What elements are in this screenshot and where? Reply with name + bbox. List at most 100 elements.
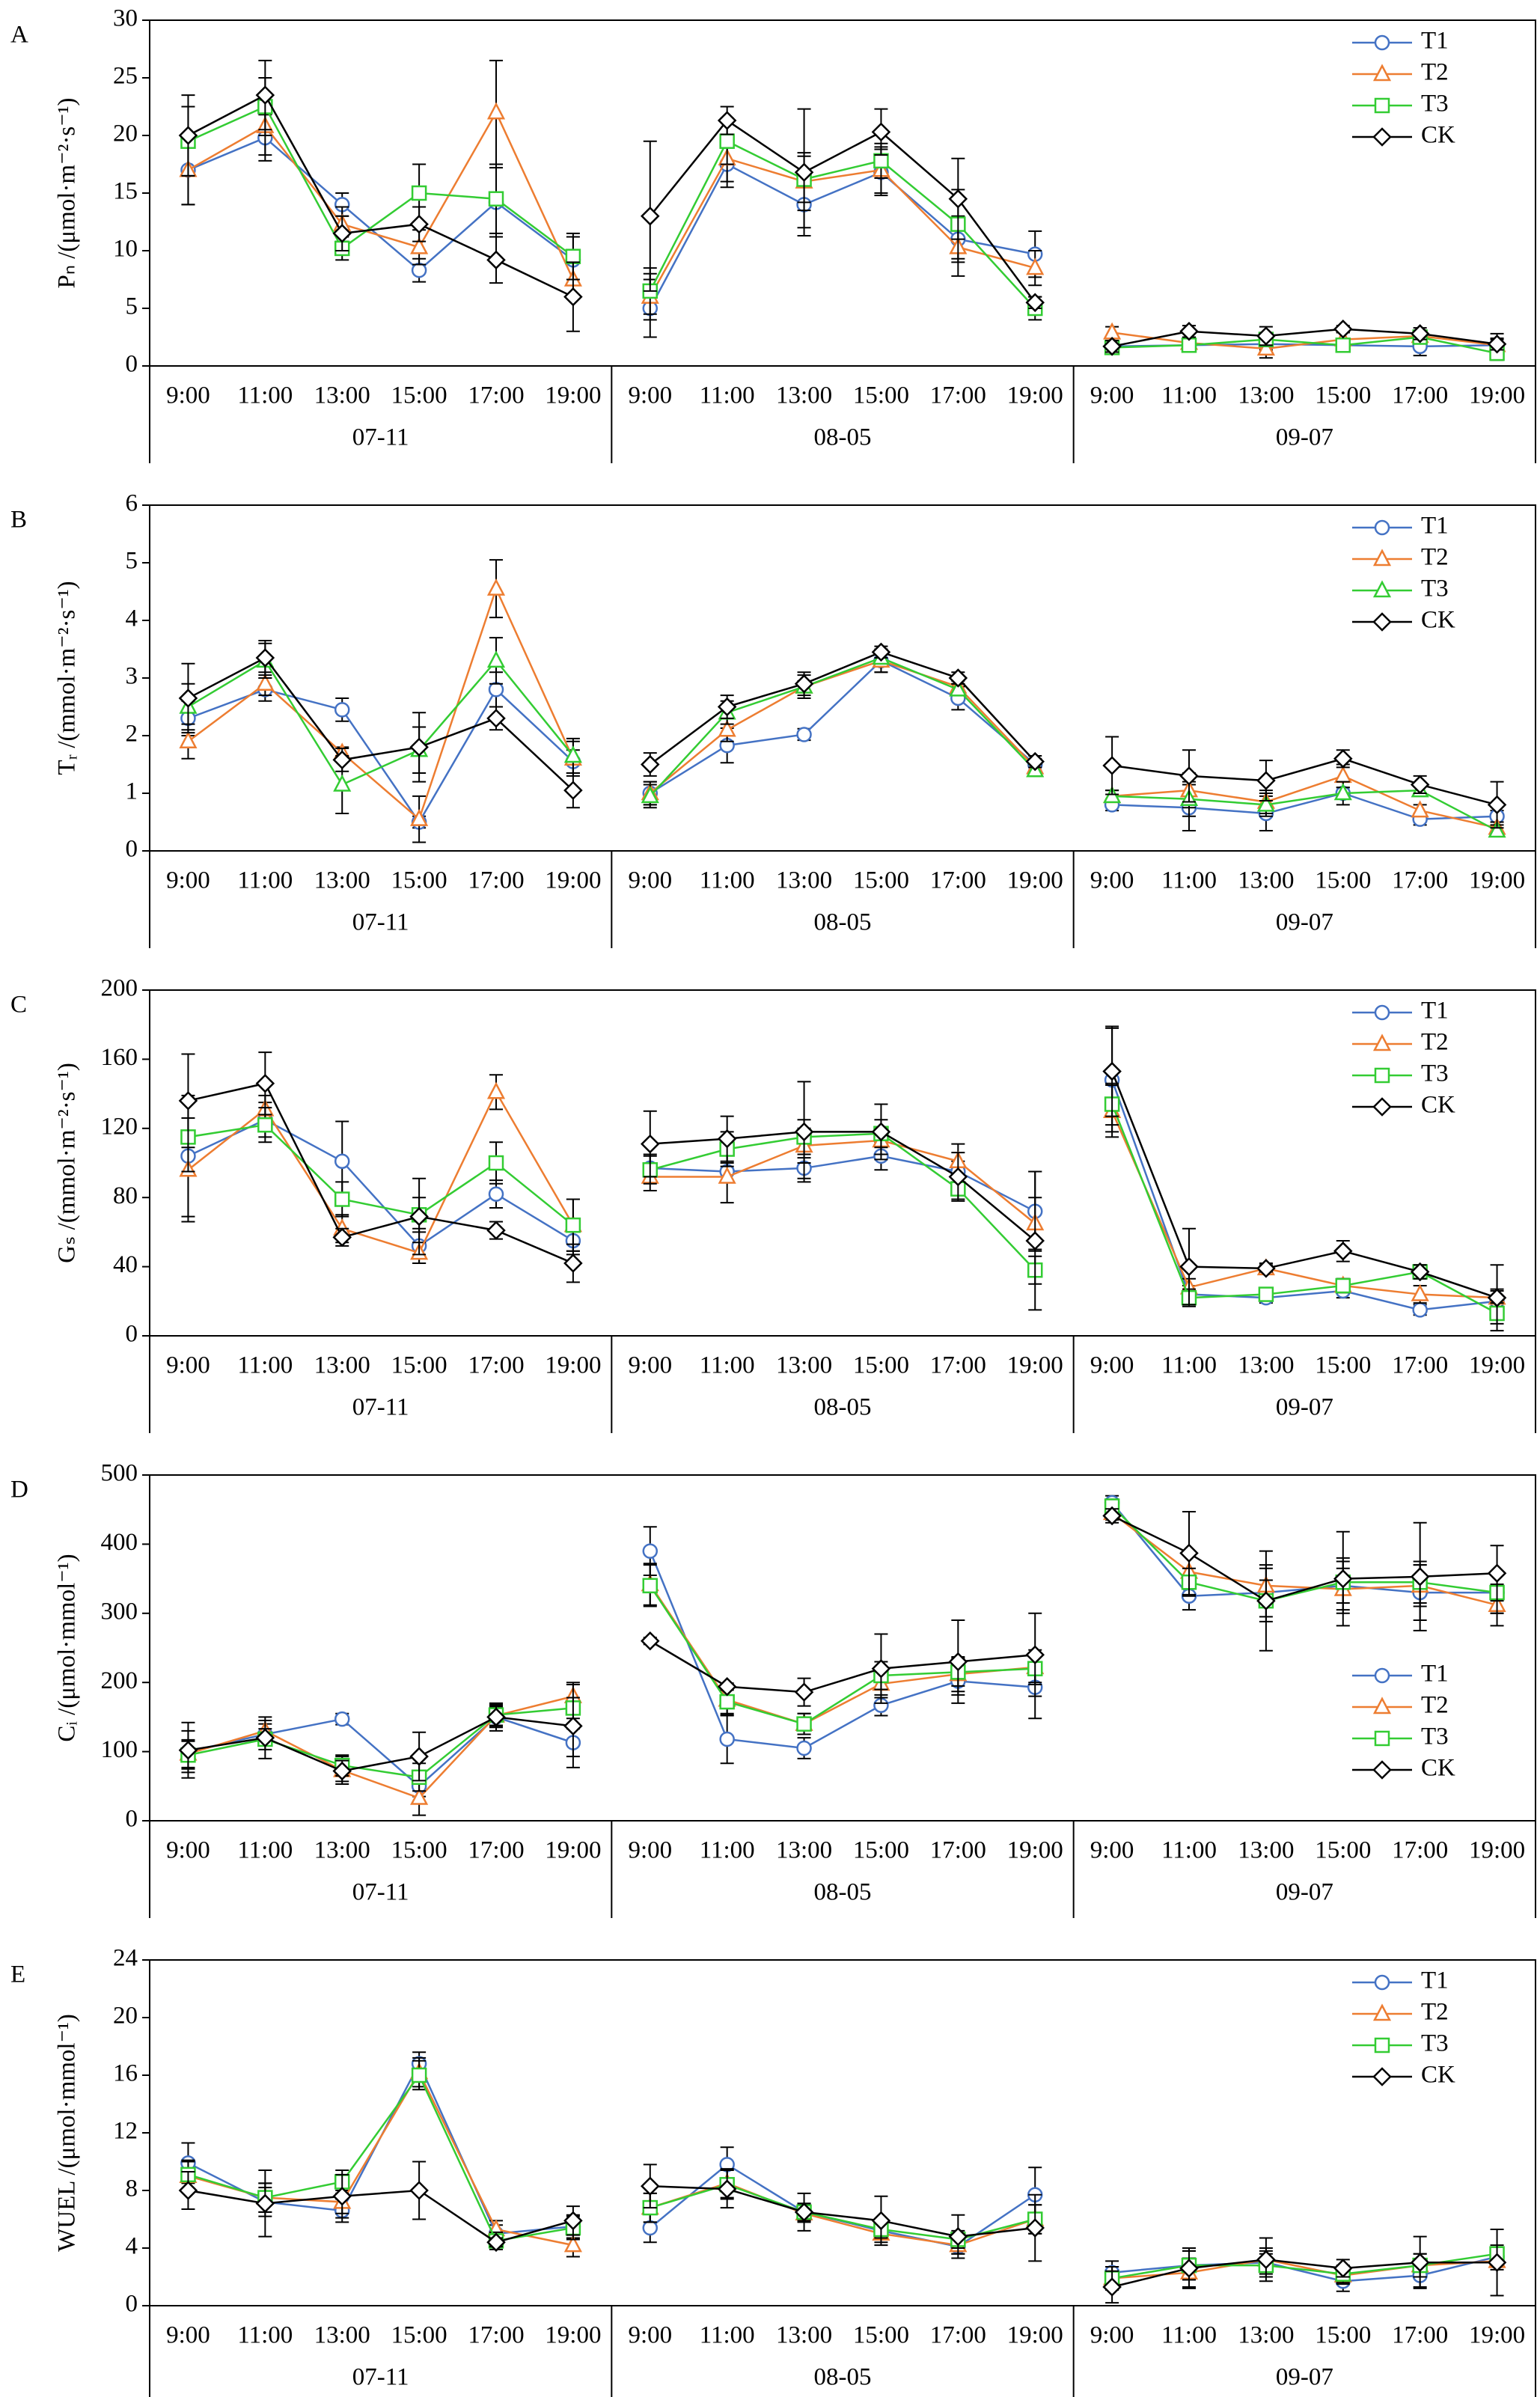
x-tick-label: 13:00 — [776, 382, 832, 409]
x-tick-label: 15:00 — [853, 2322, 909, 2349]
marker — [871, 642, 891, 662]
series — [180, 2059, 1505, 2291]
marker — [871, 1658, 891, 1679]
marker — [948, 2226, 968, 2247]
y-axis-label: Pₙ /(μmol·m⁻²·s⁻¹) — [54, 97, 81, 288]
plot-frame — [149, 504, 1536, 852]
marker — [796, 727, 812, 742]
marker — [948, 189, 968, 209]
x-tick-label: 17:00 — [1392, 867, 1448, 894]
x-tick-label: 11:00 — [237, 2322, 293, 2349]
marker — [563, 1254, 583, 1273]
legend-label: T3 — [1421, 575, 1449, 602]
series-line — [188, 2073, 574, 2242]
x-tick-label: 17:00 — [930, 1352, 986, 1379]
marker — [255, 1728, 275, 1747]
x-tick-label: 13:00 — [776, 2322, 832, 2349]
series-line — [187, 136, 574, 272]
marker — [1102, 756, 1122, 775]
series-line — [649, 157, 1036, 298]
marker — [563, 287, 583, 307]
marker — [255, 85, 275, 105]
legend-marker — [1372, 1697, 1392, 1714]
group-label: 07-11 — [352, 2364, 409, 2391]
x-tick-label: 9:00 — [1090, 1837, 1134, 1864]
marker — [1487, 334, 1507, 354]
group-label: 08-05 — [814, 1394, 872, 1421]
legend-marker — [1374, 2037, 1390, 2054]
series-line — [1111, 1515, 1497, 1602]
series-line — [187, 110, 575, 281]
x-tick-label: 9:00 — [628, 1837, 672, 1864]
series-line — [650, 651, 1036, 766]
marker — [641, 754, 660, 775]
plot-frame — [149, 1474, 1536, 1822]
y-tick-label: 24 — [113, 1945, 138, 1972]
marker — [1410, 324, 1430, 343]
marker — [488, 1155, 504, 1171]
series-line — [188, 1123, 574, 1227]
series-line — [187, 94, 574, 298]
marker — [1410, 2253, 1430, 2273]
x-tick-label: 17:00 — [930, 867, 986, 894]
marker — [642, 1543, 659, 1559]
series-line — [188, 1695, 574, 1799]
x-tick-label: 15:00 — [391, 382, 447, 409]
legend-marker — [1372, 64, 1392, 82]
legend-marker — [1372, 612, 1392, 632]
series-line — [650, 1155, 1036, 1212]
x-tick-label: 9:00 — [628, 1352, 672, 1379]
legend-marker — [1372, 549, 1392, 567]
x-tick-label: 15:00 — [391, 2322, 447, 2349]
y-tick-label: 20 — [113, 120, 138, 147]
legend-marker — [1374, 97, 1390, 114]
legend-label: T2 — [1421, 1029, 1449, 1056]
marker — [178, 2181, 198, 2200]
y-tick-label: 300 — [101, 1598, 138, 1625]
marker — [1025, 293, 1045, 313]
y-tick-label: 500 — [101, 1460, 138, 1487]
legend-label: T2 — [1421, 59, 1449, 86]
x-tick-label: 11:00 — [1161, 1837, 1217, 1864]
x-tick-label: 9:00 — [166, 2322, 210, 2349]
y-tick-label: 4 — [126, 605, 138, 632]
marker — [1256, 771, 1276, 790]
marker — [410, 236, 429, 254]
series-line — [1111, 2259, 1497, 2288]
series-line — [1111, 1502, 1497, 1597]
x-tick-label: 17:00 — [468, 2322, 524, 2349]
marker — [332, 1761, 352, 1781]
legend-marker — [1372, 2067, 1392, 2086]
group-label: 09-07 — [1276, 424, 1333, 451]
legend-label: T3 — [1421, 1723, 1449, 1750]
legend-label: T2 — [1421, 1999, 1449, 2026]
group-label: 07-11 — [352, 1879, 409, 1906]
y-tick-label: 0 — [126, 1806, 138, 1833]
x-tick-label: 9:00 — [628, 2322, 672, 2349]
series-line — [650, 2183, 1036, 2241]
x-tick-label: 15:00 — [391, 1837, 447, 1864]
y-axis-label: Tᵣ /(mmol·m⁻²·s⁻¹) — [54, 581, 81, 775]
legend-label: CK — [1421, 1092, 1455, 1119]
marker — [1333, 1569, 1353, 1589]
marker — [717, 2179, 737, 2199]
marker — [949, 679, 968, 697]
legend-label: CK — [1421, 607, 1455, 634]
x-tick-label: 13:00 — [776, 867, 832, 894]
series-line — [1112, 336, 1497, 355]
marker — [1487, 1288, 1507, 1307]
series-line — [188, 688, 574, 824]
marker — [717, 697, 737, 717]
series-line — [188, 1082, 574, 1265]
x-tick-label: 13:00 — [314, 1352, 370, 1379]
series — [179, 559, 1506, 843]
group-label: 09-07 — [1276, 909, 1333, 936]
x-tick-label: 15:00 — [853, 1837, 909, 1864]
x-tick-label: 19:00 — [545, 2322, 601, 2349]
series — [178, 59, 1507, 356]
marker — [1025, 2218, 1045, 2238]
y-tick-label: 10 — [113, 236, 138, 263]
marker — [641, 1631, 660, 1651]
marker — [718, 1166, 736, 1184]
series-line — [650, 2182, 1036, 2247]
